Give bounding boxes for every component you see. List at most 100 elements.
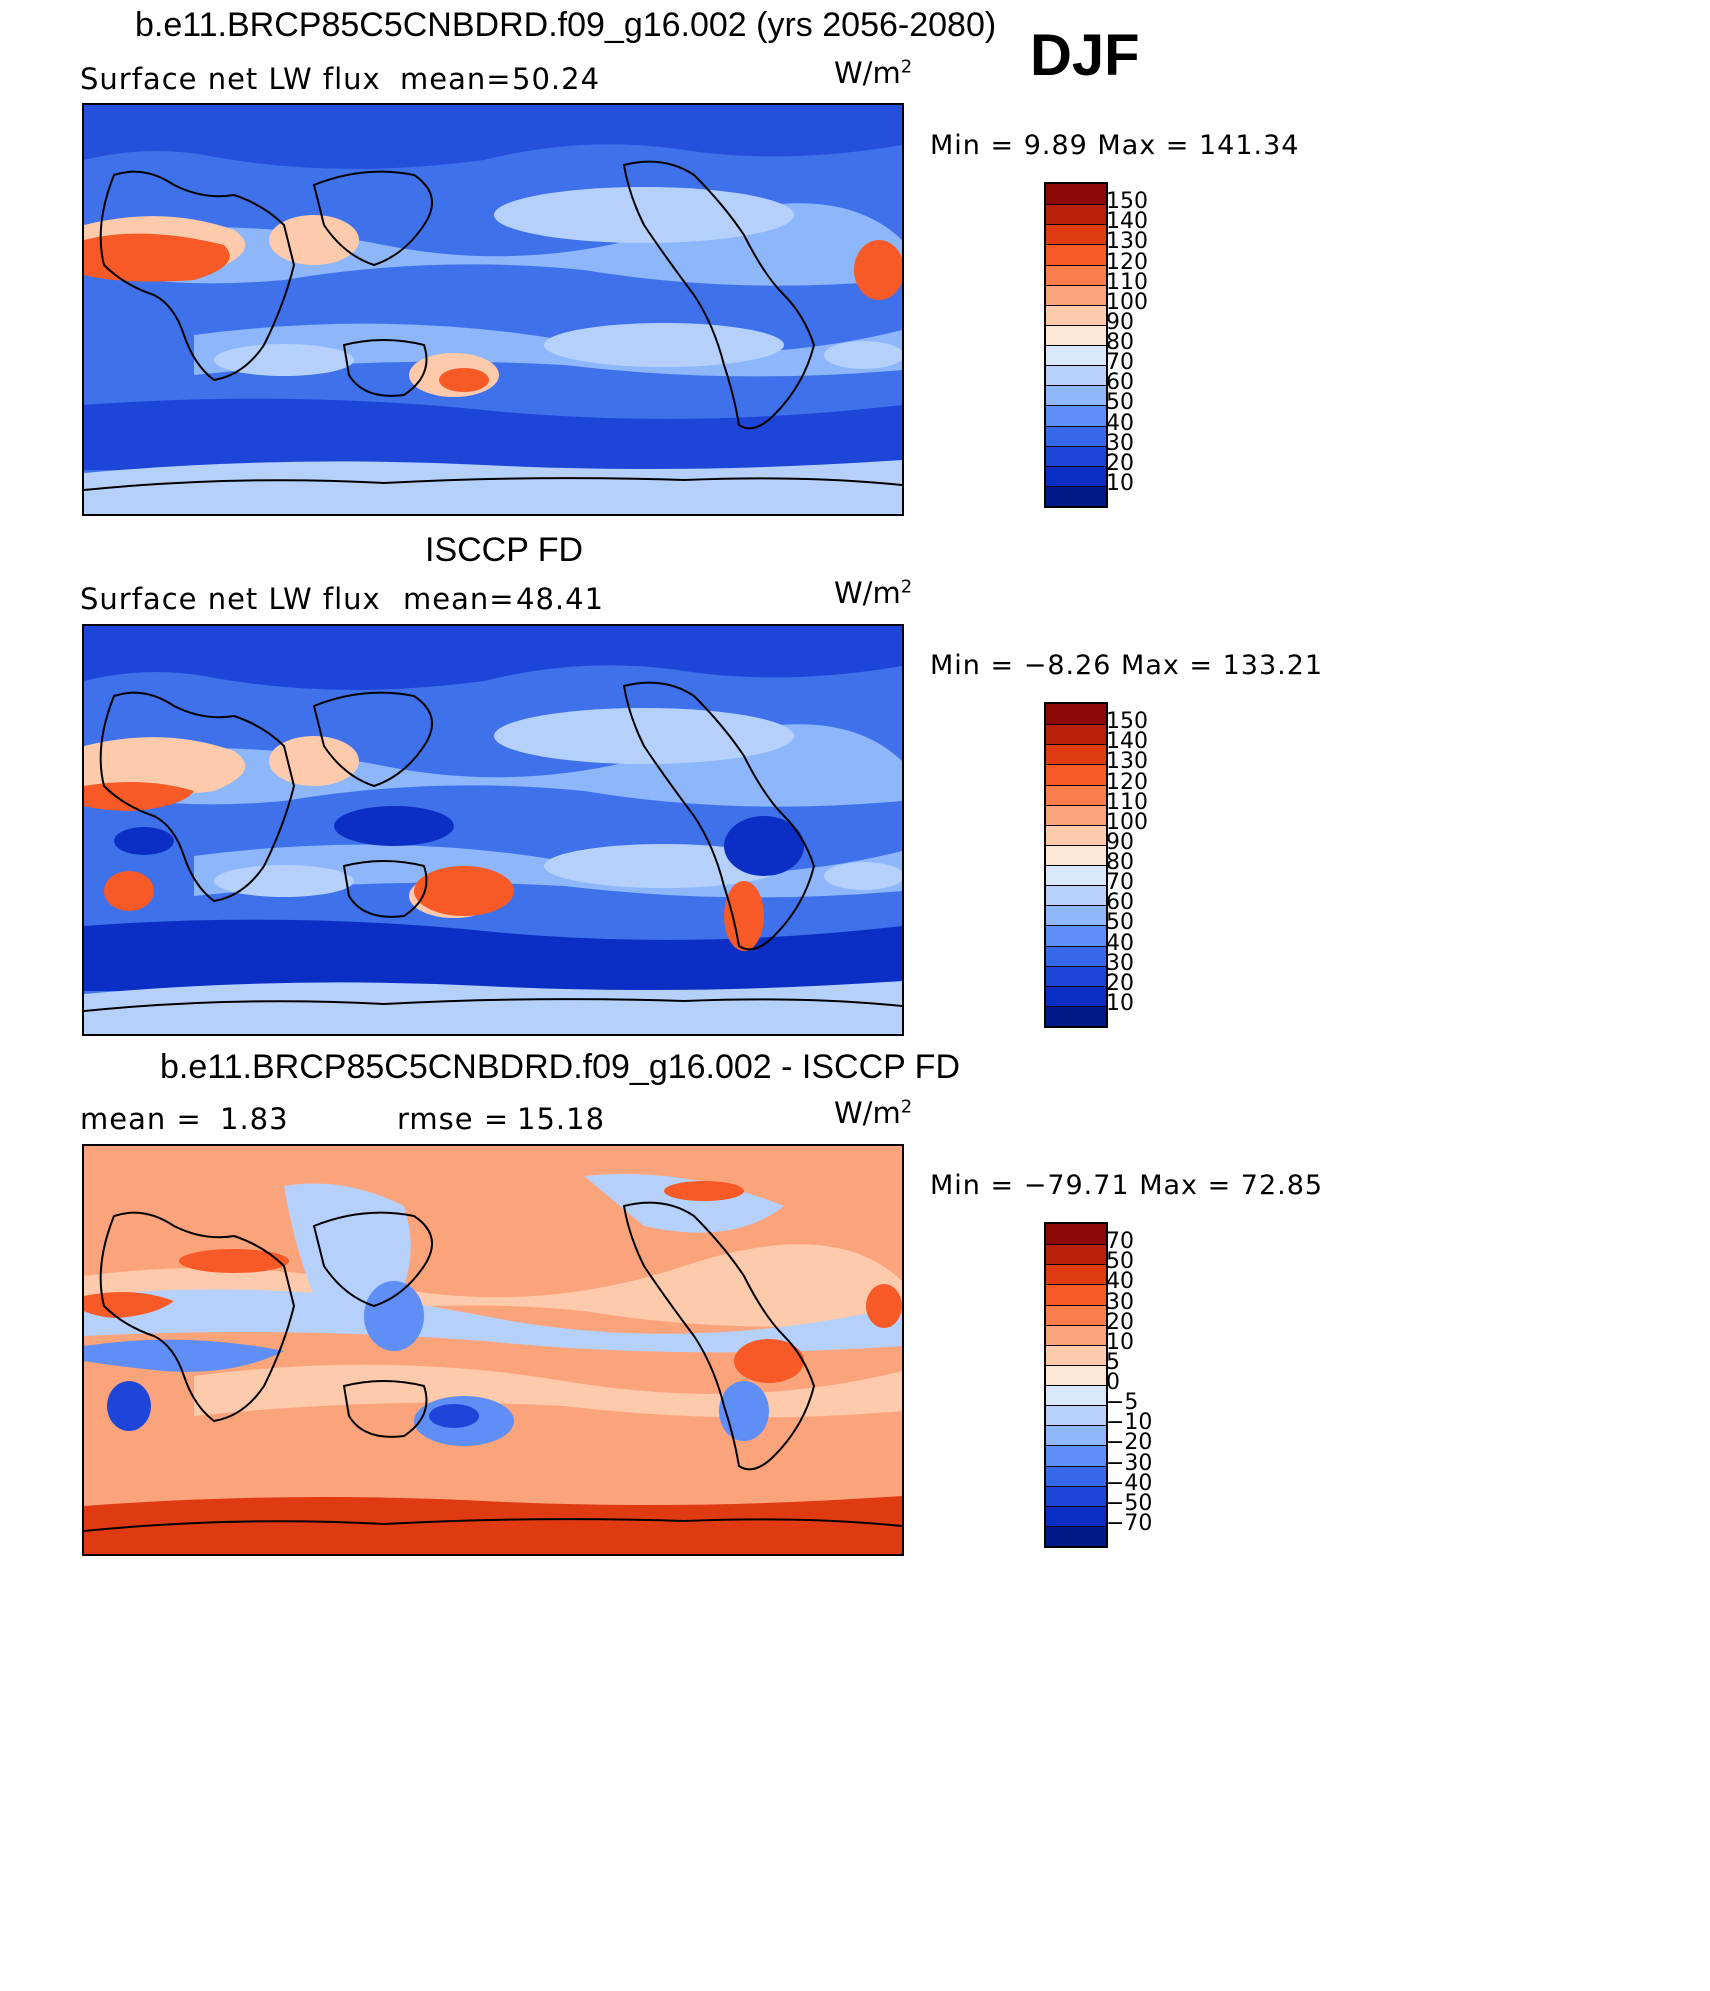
map-field-antarctic: [84, 981, 902, 1034]
map-field-antarctic: [84, 460, 902, 514]
panel-1-units: W/m2: [834, 56, 913, 90]
colorbar-tick-label: 40: [1106, 1269, 1134, 1295]
panel-2-field-label: Surface net LW flux: [80, 582, 381, 616]
colorbar-segment: [1046, 1324, 1106, 1345]
colorbar-tick-label: 60: [1106, 370, 1134, 396]
colorbar-segment: [1046, 324, 1106, 345]
colorbar-segment: [1046, 485, 1106, 506]
colorbar-tick-label: 30: [1106, 430, 1134, 456]
panel-3-colorbar-labels: 70 50 40 30 20 10 5 0 −5 −10 −20 −30 −40 −50 −70: [1106, 1222, 1186, 1544]
map-field-diff_red: [84, 1181, 902, 1383]
colorbar-segment: [1046, 1264, 1106, 1285]
colorbar-tick-label: 130: [1106, 229, 1148, 255]
panel-2-mean-label: mean=: [403, 582, 515, 616]
colorbar-tick-label: 40: [1106, 410, 1134, 436]
map-field-south_band: [84, 398, 902, 470]
colorbar-tick-label: 20: [1106, 970, 1134, 996]
panel-3-map-svg: [84, 1146, 902, 1554]
map-field-south_band: [84, 919, 902, 991]
colorbar-tick-label: 40: [1106, 930, 1134, 956]
panel-2-colorbar: [1044, 702, 1108, 1028]
colorbar-tick-label: −70: [1106, 1510, 1153, 1536]
colorbar-tick-label: 140: [1106, 209, 1148, 235]
panel-3-rmse-label: rmse =: [397, 1102, 510, 1136]
colorbar-tick-label: 30: [1106, 950, 1134, 976]
colorbar-tick-label: −10: [1106, 1410, 1153, 1436]
colorbar-tick-label: 80: [1106, 330, 1134, 355]
panel-3-map: [82, 1144, 904, 1556]
map-field-diff_blue_light: [84, 1174, 902, 1353]
colorbar-tick-label: 10: [1106, 1329, 1134, 1355]
colorbar-tick-label: 100: [1106, 809, 1148, 835]
colorbar-segment: [1046, 1244, 1106, 1265]
colorbar-tick-label: 70: [1106, 870, 1134, 896]
colorbar-tick-label: 50: [1106, 390, 1134, 416]
panel-2-map: [82, 624, 904, 1036]
colorbar-segment: [1046, 224, 1106, 245]
colorbar-segment: [1046, 784, 1106, 805]
colorbar-tick-label: −5: [1106, 1390, 1139, 1416]
map-field-desert: [84, 233, 902, 392]
panel-2-units: W/m2: [834, 576, 913, 610]
coastline: [84, 681, 902, 1012]
panel-3-title: b.e11.BRCP85C5CNBDRD.f09_g16.002 - ISCCP…: [160, 1048, 960, 1086]
map-field-diff_blue: [84, 1281, 769, 1446]
colorbar-segment: [1046, 425, 1106, 446]
colorbar-segment: [1046, 925, 1106, 946]
colorbar-segment: [1046, 284, 1106, 305]
colorbar-segment: [1046, 724, 1106, 745]
panel-3-rmse-value: 15.18: [517, 1102, 606, 1136]
colorbar-segment: [1046, 1485, 1106, 1506]
coastline: [84, 1201, 902, 1532]
colorbar-segment: [1046, 465, 1106, 486]
colorbar-segment: [1046, 1425, 1106, 1446]
colorbar-tick-label: 5: [1106, 1349, 1120, 1375]
colorbar-tick-label: 30: [1106, 1289, 1134, 1315]
panel-3-minmax: Min = −79.71 Max = 72.85: [930, 1170, 1324, 1201]
coastline: [84, 160, 902, 491]
colorbar-segment: [1046, 885, 1106, 906]
colorbar-segment: [1046, 1304, 1106, 1325]
colorbar-segment: [1046, 345, 1106, 366]
colorbar-segment: [1046, 764, 1106, 785]
colorbar-segment: [1046, 905, 1106, 926]
colorbar-tick-label: 150: [1106, 189, 1148, 215]
panel-1-mean-label: mean=: [400, 62, 512, 96]
colorbar-segment: [1046, 1405, 1106, 1426]
colorbar-segment: [1046, 365, 1106, 386]
colorbar-segment: [1046, 985, 1106, 1006]
panel-3-colorbar: [1044, 1222, 1108, 1548]
colorbar-tick-label: 0: [1106, 1370, 1120, 1395]
panel-1-map: [82, 103, 904, 516]
colorbar-tick-label: 50: [1106, 1249, 1134, 1275]
map-field-tropic_dark: [114, 806, 804, 876]
colorbar-tick-label: 90: [1106, 829, 1134, 855]
colorbar-segment: [1046, 1465, 1106, 1486]
colorbar-segment: [1046, 1505, 1106, 1526]
colorbar-segment: [1046, 204, 1106, 225]
panel-3-units: W/m2: [834, 1096, 913, 1130]
panel-1-mean-value: 50.24: [512, 62, 601, 96]
colorbar-segment: [1046, 804, 1106, 825]
colorbar-tick-label: 150: [1106, 709, 1148, 735]
panel-2-colorbar-labels: 150 140 130 120 110 100 90 80 70 60 50 40 30 20 10: [1106, 702, 1186, 1024]
panel-3-mean-label: mean =: [80, 1102, 202, 1136]
colorbar-tick-label: 110: [1106, 269, 1148, 295]
map-field-north_band: [84, 105, 902, 169]
colorbar-tick-label: 100: [1106, 289, 1148, 315]
panel-1-colorbar: [1044, 182, 1108, 508]
panel-1-minmax: Min = 9.89 Max = 141.34: [930, 130, 1300, 161]
map-field-north_band: [84, 626, 902, 690]
colorbar-segment: [1046, 1525, 1106, 1546]
colorbar-segment: [1046, 865, 1106, 886]
colorbar-segment: [1046, 1224, 1106, 1245]
panel-1-colorbar-labels: 150 140 130 120 110 100 90 80 70 60 50 40 30 20 10: [1106, 182, 1186, 504]
panel-2-map-svg: [84, 626, 902, 1034]
colorbar-tick-label: 120: [1106, 249, 1148, 275]
colorbar-tick-label: −20: [1106, 1430, 1153, 1456]
colorbar-segment: [1046, 264, 1106, 285]
panel-3-mean-value: 1.83: [220, 1102, 289, 1136]
colorbar-segment: [1046, 184, 1106, 205]
panel-2-mean-value: 48.41: [516, 582, 605, 616]
colorbar-segment: [1046, 965, 1106, 986]
